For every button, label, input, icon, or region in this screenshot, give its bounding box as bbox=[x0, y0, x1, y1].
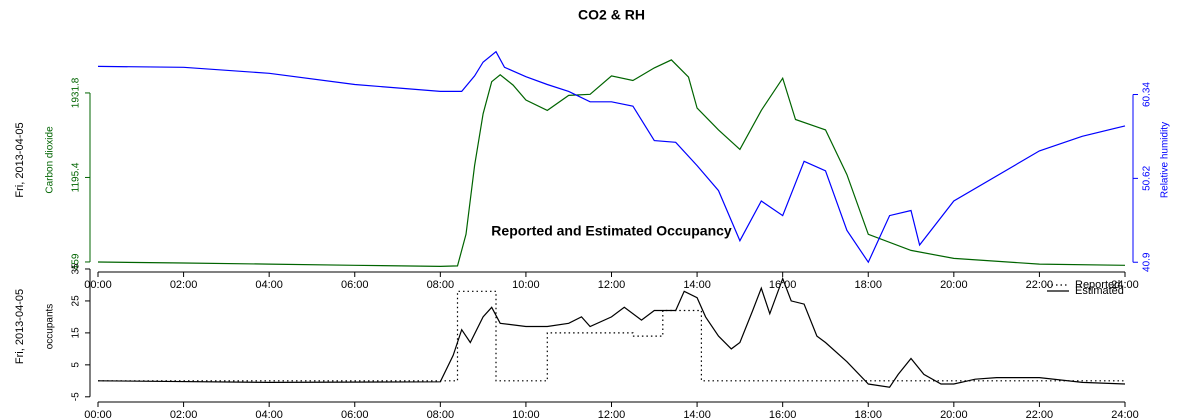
x-tick-label: 24:00 bbox=[1111, 279, 1139, 291]
y-tick-label: 15 bbox=[71, 327, 82, 339]
x-tick-label: 24:00 bbox=[1111, 409, 1139, 419]
y-tick-label: 1931.8 bbox=[71, 77, 82, 108]
x-tick-label: 04:00 bbox=[255, 409, 283, 419]
x-tick-label: 20:00 bbox=[940, 279, 968, 291]
y2-tick-label: 50.62 bbox=[1142, 165, 1153, 190]
date-label: Fri, 2013-04-05 bbox=[14, 289, 26, 364]
x-tick-label: 14:00 bbox=[683, 409, 711, 419]
x-tick-label: 02:00 bbox=[170, 279, 198, 291]
y2-axis-title: Relative humidity bbox=[1160, 122, 1171, 198]
y-tick-label: 459 bbox=[71, 253, 82, 270]
legend-label: Reported bbox=[1075, 279, 1120, 291]
x-tick-label: 22:00 bbox=[1026, 279, 1054, 291]
x-tick-label: 12:00 bbox=[598, 409, 626, 419]
legend-label: Estimated bbox=[1075, 285, 1124, 297]
chart-title: Reported and Estimated Occupancy bbox=[491, 223, 732, 239]
data-line bbox=[97, 276, 1126, 388]
chart-title: CO2 & RH bbox=[578, 7, 645, 23]
data-line bbox=[97, 50, 1126, 264]
x-tick-label: 10:00 bbox=[512, 409, 540, 419]
x-tick-label: 22:00 bbox=[1026, 409, 1054, 419]
data-line bbox=[97, 59, 1126, 268]
x-tick-label: 12:00 bbox=[598, 279, 626, 291]
x-tick-label: 08:00 bbox=[427, 279, 455, 291]
y-tick-label: 1195.4 bbox=[71, 162, 82, 192]
y2-tick-label: 40.9 bbox=[1142, 252, 1153, 272]
x-tick-label: 18:00 bbox=[854, 409, 882, 419]
data-line bbox=[98, 290, 1125, 382]
x-tick-label: 02:00 bbox=[170, 409, 198, 419]
x-tick-label: 06:00 bbox=[341, 409, 369, 419]
y-axis-title: Carbon dioxide bbox=[45, 126, 56, 194]
y-tick-label: -5 bbox=[71, 392, 82, 401]
y-tick-label: 35 bbox=[71, 263, 82, 275]
x-tick-label: 06:00 bbox=[341, 279, 369, 291]
y-tick-label: 25 bbox=[71, 295, 82, 307]
y-axis-title: occupants bbox=[45, 304, 56, 350]
x-tick-label: 10:00 bbox=[512, 279, 540, 291]
x-tick-label: 00:00 bbox=[84, 409, 112, 419]
y2-tick-label: 60.34 bbox=[1142, 82, 1153, 107]
x-tick-label: 00:00 bbox=[84, 279, 112, 291]
x-tick-label: 16:00 bbox=[769, 409, 797, 419]
y-tick-label: 5 bbox=[71, 362, 82, 368]
x-tick-label: 14:00 bbox=[683, 279, 711, 291]
x-tick-label: 04:00 bbox=[255, 279, 283, 291]
x-tick-label: 20:00 bbox=[940, 409, 968, 419]
x-tick-label: 08:00 bbox=[427, 409, 455, 419]
x-tick-label: 16:00 bbox=[769, 279, 797, 291]
x-tick-label: 18:00 bbox=[854, 279, 882, 291]
date-label: Fri, 2013-04-05 bbox=[14, 122, 26, 197]
